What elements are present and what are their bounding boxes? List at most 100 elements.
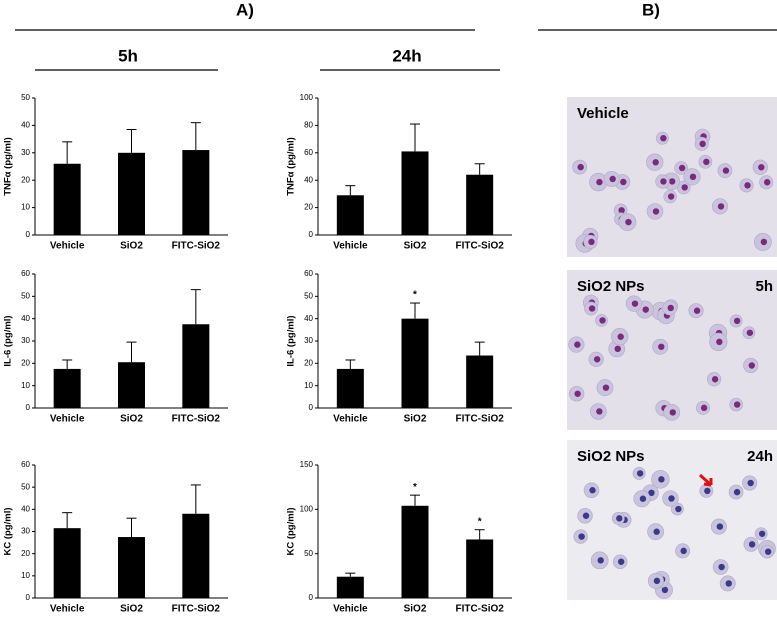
- nucleus: [589, 487, 596, 494]
- error-bar: [410, 123, 420, 152]
- error-bar: [62, 359, 73, 369]
- error-bar: [126, 341, 137, 363]
- y-axis-label: TNFα (pg/ml): [286, 137, 297, 196]
- bar: [182, 513, 210, 598]
- nucleus: [680, 547, 687, 555]
- error-bar: [410, 302, 420, 319]
- x-tick-label: SiO2: [120, 604, 143, 615]
- image-time: 24h: [747, 448, 773, 465]
- nucleus: [675, 505, 682, 513]
- bar: [336, 195, 364, 235]
- nucleus: [658, 343, 665, 350]
- nucleus: [652, 159, 659, 166]
- x-tick-label: FITC-SiO2: [172, 241, 221, 252]
- nucleus: [668, 178, 676, 185]
- y-tick-label: 0: [26, 230, 31, 239]
- y-tick-label: 50: [304, 291, 313, 300]
- nucleus: [617, 333, 624, 340]
- nucleus: [593, 356, 601, 363]
- nucleus: [703, 158, 710, 166]
- y-axis-label: IL-6 (pg/ml): [3, 315, 14, 366]
- y-tick-label: 0: [309, 593, 314, 602]
- error-bar: [474, 341, 485, 356]
- nucleus: [744, 182, 751, 189]
- error-bar: [474, 163, 485, 175]
- bar: [336, 368, 364, 408]
- y-tick-label: 60: [21, 269, 30, 278]
- y-tick-label: 60: [304, 269, 313, 278]
- y-tick-label: 30: [21, 336, 30, 345]
- x-tick-label: FITC-SiO2: [172, 604, 221, 615]
- nucleus: [681, 184, 688, 191]
- x-tick-label: FITC-SiO2: [455, 414, 504, 425]
- y-tick-label: 60: [21, 460, 30, 469]
- y-tick-label: 0: [26, 403, 31, 412]
- nucleus: [642, 306, 649, 313]
- bar: [336, 576, 364, 598]
- nucleus: [699, 140, 706, 148]
- bar: [118, 537, 145, 598]
- time-label: 5h: [118, 46, 138, 65]
- nucleus: [599, 317, 606, 324]
- bar: [401, 151, 429, 235]
- y-tick-label: 10: [21, 381, 30, 390]
- nucleus: [652, 208, 660, 215]
- nucleus: [746, 329, 754, 336]
- nucleus: [625, 218, 632, 226]
- y-tick-label: 40: [304, 314, 313, 323]
- nucleus: [733, 401, 741, 408]
- nucleus: [733, 488, 741, 496]
- y-tick-label: 30: [21, 527, 30, 536]
- nucleus: [597, 557, 604, 564]
- bar: [182, 150, 210, 235]
- y-tick-label: 60: [304, 148, 313, 157]
- nucleus: [758, 164, 765, 171]
- bar: [466, 539, 494, 598]
- nucleus: [700, 404, 708, 412]
- nucleus: [588, 238, 595, 246]
- error-bar: [190, 289, 201, 325]
- nucleus: [716, 523, 724, 530]
- x-tick-label: SiO2: [120, 241, 143, 252]
- y-tick-label: 20: [304, 203, 313, 212]
- nucleus: [660, 134, 667, 142]
- nucleus: [596, 178, 603, 186]
- nucleus: [616, 515, 623, 522]
- nucleus: [733, 317, 741, 325]
- bar: [118, 362, 145, 408]
- error-bar: [345, 185, 356, 196]
- x-tick-label: SiO2: [120, 414, 143, 425]
- x-tick-label: Vehicle: [50, 241, 85, 252]
- nucleus: [718, 563, 725, 571]
- arrow: [698, 473, 713, 487]
- y-tick-label: 40: [21, 314, 30, 323]
- nucleus: [704, 487, 711, 495]
- error-bar: [126, 517, 137, 538]
- nucleus: [748, 362, 755, 369]
- bar: [53, 163, 81, 235]
- y-tick-label: 50: [21, 482, 30, 491]
- y-tick-label: 50: [21, 291, 30, 300]
- nucleus: [574, 341, 581, 348]
- error-bar: [190, 484, 201, 514]
- error-bar: [410, 494, 420, 506]
- bar: [53, 528, 81, 598]
- bar: [466, 355, 494, 408]
- significance-marker: *: [413, 290, 417, 301]
- x-tick-label: Vehicle: [333, 604, 368, 615]
- y-tick-label: 50: [21, 93, 30, 102]
- y-tick-label: 100: [300, 504, 314, 513]
- nucleus: [760, 238, 768, 246]
- image-time: 5h: [755, 278, 773, 295]
- nucleus: [717, 203, 725, 210]
- nucleus: [578, 533, 585, 540]
- nucleus: [588, 305, 596, 312]
- y-tick-label: 100: [300, 93, 314, 102]
- nucleus: [648, 489, 655, 497]
- nucleus: [639, 495, 647, 502]
- nucleus: [653, 528, 660, 535]
- bar: [118, 152, 145, 235]
- nucleus: [658, 476, 665, 483]
- y-tick-label: 50: [304, 549, 313, 558]
